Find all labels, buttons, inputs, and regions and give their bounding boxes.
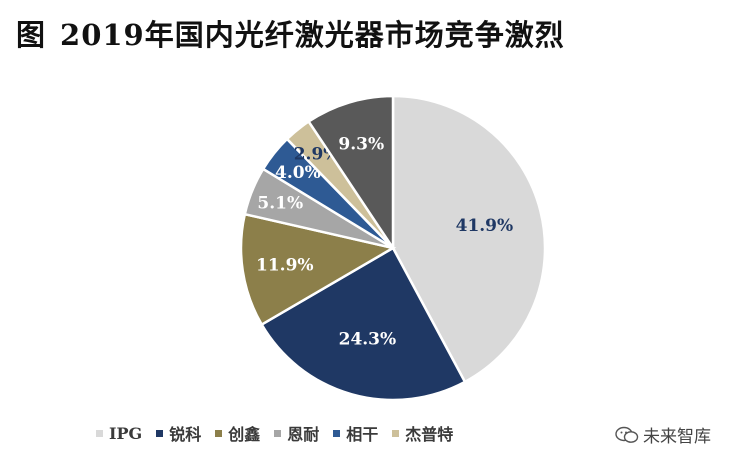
legend-label-3: 恩耐 (287, 425, 320, 444)
pie-slice-6 (306, 94, 395, 253)
legend-item-5: 杰普特 (392, 421, 453, 445)
legend-label-5: 杰普特 (405, 425, 454, 444)
pie-slice-0 (391, 94, 547, 384)
pie-slice-1 (259, 246, 467, 402)
slice-label-3: 5.1% (257, 193, 303, 213)
legend-label-2: 创鑫 (228, 425, 261, 444)
legend-label-4: 相干 (346, 425, 379, 444)
legend-label-0: IPG (109, 423, 143, 443)
pie-slice-2 (239, 212, 397, 327)
chart-title-text: 2019年国内光纤激光器市场竞争激烈 (60, 18, 565, 52)
wechat-icon (615, 426, 639, 443)
legend-swatch-3 (274, 429, 282, 437)
chart-title: 图 2019年国内光纤激光器市场竞争激烈 (16, 12, 565, 54)
legend-item-1: 锐科 (156, 421, 201, 445)
watermark: 未来智库 (611, 421, 715, 448)
legend-swatch-4 (333, 429, 341, 437)
legend-swatch-2 (215, 429, 223, 437)
legend-item-0: IPG (96, 424, 142, 443)
slice-label-0: 41.9% (456, 216, 514, 236)
slice-label-4: 4.0% (275, 163, 321, 183)
slice-label-1: 24.3% (339, 330, 397, 350)
watermark-text: 未来智库 (643, 427, 711, 447)
legend: IPG 锐科 创鑫 恩耐 相干 杰普特 (96, 420, 467, 446)
legend-swatch-1 (156, 429, 164, 437)
figure-label: 图 (16, 18, 47, 52)
slice-label-6: 9.3% (338, 134, 384, 154)
slice-label-2: 11.9% (256, 256, 314, 276)
legend-swatch-5 (392, 429, 400, 437)
legend-swatch-0 (96, 429, 103, 437)
legend-label-1: 锐科 (169, 425, 202, 444)
legend-item-3: 恩耐 (274, 421, 319, 445)
legend-item-2: 创鑫 (215, 421, 260, 445)
legend-item-4: 相干 (333, 421, 378, 445)
